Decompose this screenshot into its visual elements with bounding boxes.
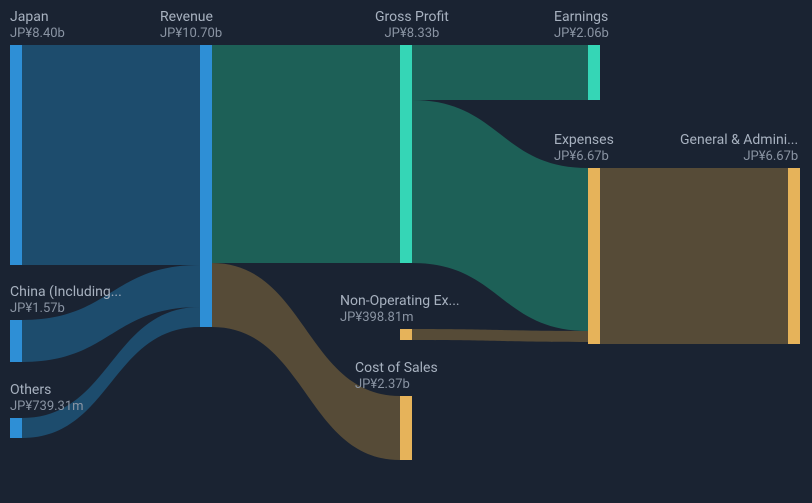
- label-value-expenses: JP¥6.67b: [554, 149, 614, 166]
- label-earnings: EarningsJP¥2.06b: [554, 8, 609, 43]
- label-value-cost: JP¥2.37b: [355, 377, 438, 394]
- label-gross: Gross ProfitJP¥8.33b: [375, 8, 449, 43]
- label-name-ga: General & Admini...: [680, 131, 798, 149]
- label-value-nonop: JP¥398.81m: [340, 310, 460, 327]
- label-value-ga: JP¥6.67b: [680, 149, 798, 166]
- label-japan: JapanJP¥8.40b: [10, 8, 65, 43]
- sankey-node-earnings[interactable]: [588, 45, 600, 100]
- label-name-expenses: Expenses: [554, 131, 614, 149]
- sankey-node-expenses[interactable]: [588, 168, 600, 344]
- label-name-gross: Gross Profit: [375, 8, 449, 26]
- sankey-link: [412, 329, 588, 342]
- label-name-nonop: Non-Operating Ex...: [340, 292, 460, 310]
- label-name-japan: Japan: [10, 8, 65, 26]
- label-name-cost: Cost of Sales: [355, 359, 438, 377]
- sankey-link: [212, 45, 400, 263]
- sankey-link: [412, 45, 588, 100]
- label-cost: Cost of SalesJP¥2.37b: [355, 359, 438, 394]
- label-expenses: ExpensesJP¥6.67b: [554, 131, 614, 166]
- label-value-others: JP¥739.31m: [10, 399, 84, 416]
- sankey-link: [22, 45, 200, 265]
- sankey-svg: [0, 0, 812, 503]
- sankey-node-ga[interactable]: [788, 168, 800, 344]
- label-value-japan: JP¥8.40b: [10, 26, 65, 43]
- sankey-node-china[interactable]: [10, 320, 22, 362]
- sankey-node-nonop[interactable]: [400, 329, 412, 340]
- label-ga: General & Admini...JP¥6.67b: [680, 131, 798, 166]
- label-nonop: Non-Operating Ex...JP¥398.81m: [340, 292, 460, 327]
- label-name-china: China (Including...: [10, 283, 122, 301]
- label-value-china: JP¥1.57b: [10, 301, 122, 318]
- label-name-earnings: Earnings: [554, 8, 609, 26]
- sankey-node-gross[interactable]: [400, 45, 412, 263]
- label-value-gross: JP¥8.33b: [375, 26, 449, 43]
- sankey-node-cost[interactable]: [400, 396, 412, 460]
- label-value-revenue: JP¥10.70b: [160, 26, 222, 43]
- sankey-chart: JapanJP¥8.40b China (Including...JP¥1.57b…: [0, 0, 812, 503]
- label-name-revenue: Revenue: [160, 8, 222, 26]
- label-others: OthersJP¥739.31m: [10, 381, 84, 416]
- sankey-node-others[interactable]: [10, 418, 22, 438]
- label-value-earnings: JP¥2.06b: [554, 26, 609, 43]
- label-china: China (Including...JP¥1.57b: [10, 283, 122, 318]
- label-name-others: Others: [10, 381, 84, 399]
- label-revenue: RevenueJP¥10.70b: [160, 8, 222, 43]
- sankey-node-revenue[interactable]: [200, 45, 212, 327]
- sankey-node-japan[interactable]: [10, 45, 22, 265]
- sankey-link: [600, 168, 788, 344]
